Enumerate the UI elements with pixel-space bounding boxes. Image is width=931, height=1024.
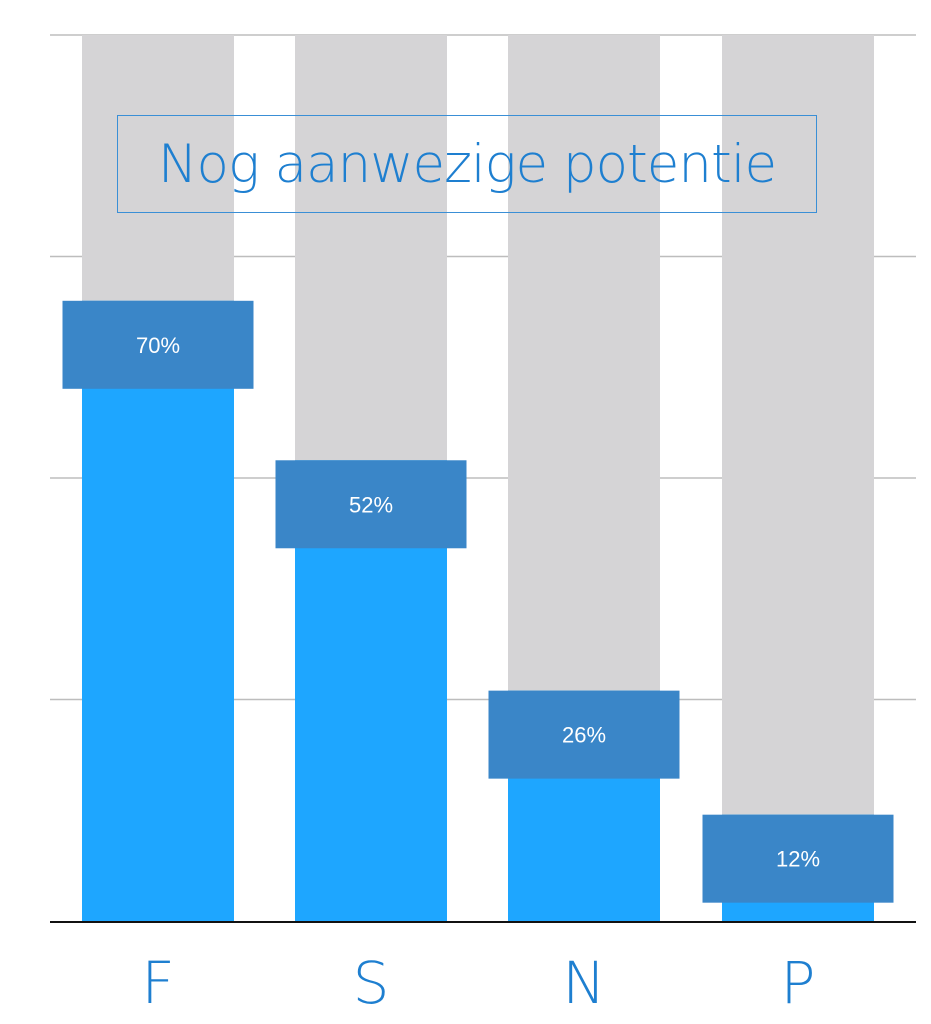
bar bbox=[82, 300, 234, 921]
background-bar bbox=[722, 35, 874, 921]
category-label: P bbox=[781, 949, 816, 1017]
category-label: F bbox=[141, 949, 174, 1017]
data-label-box bbox=[702, 814, 894, 903]
data-label-box bbox=[62, 300, 254, 389]
category-label: N bbox=[562, 949, 605, 1017]
data-label-box bbox=[488, 690, 680, 779]
data-label: 52% bbox=[349, 492, 393, 517]
chart-title: Nog aanwezige potentie bbox=[117, 115, 817, 213]
data-label: 12% bbox=[776, 847, 820, 872]
data-label-box bbox=[275, 460, 467, 549]
data-labels: 70% 52% 26% 12% bbox=[62, 300, 894, 903]
data-label: 26% bbox=[562, 723, 606, 748]
data-label: 70% bbox=[136, 333, 180, 358]
category-label: S bbox=[353, 949, 390, 1017]
